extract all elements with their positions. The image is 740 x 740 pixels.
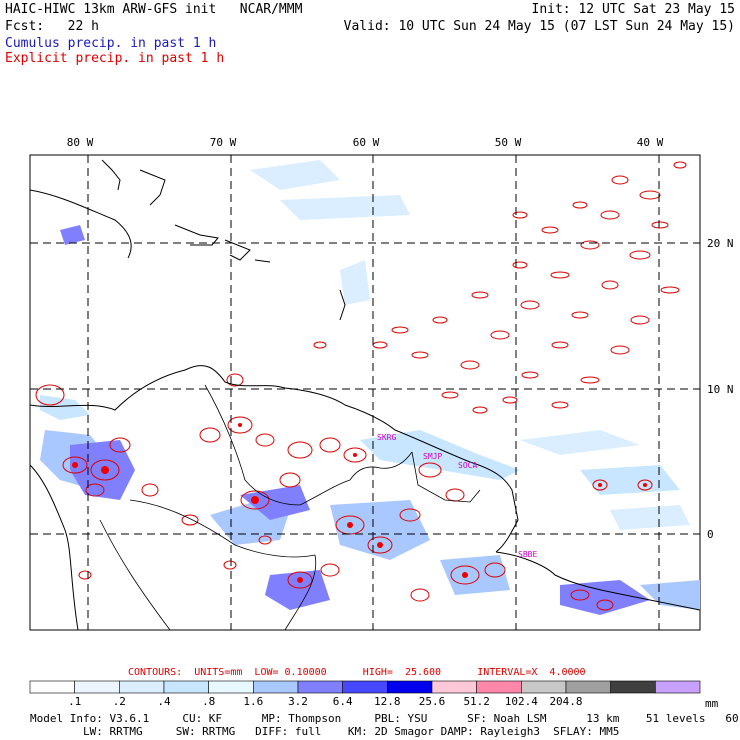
colorbar-swatch bbox=[208, 680, 254, 694]
station-label-smjp: SMJP bbox=[423, 452, 442, 461]
map-frame bbox=[29, 154, 701, 631]
model-info-line1: Model Info: V3.6.1 CU: KF MP: Thompson P… bbox=[30, 712, 740, 725]
lon-label-70w: 70 W bbox=[210, 136, 237, 149]
colorbar-label: 12.8 bbox=[374, 695, 401, 708]
heavy-precip-cores bbox=[72, 423, 647, 583]
product-title: HAIC-HIWC 13km ARW-GFS init NCAR/MMM bbox=[5, 2, 303, 17]
colorbar-label: 25.6 bbox=[418, 695, 446, 708]
colorbar-swatch bbox=[253, 680, 299, 694]
colorbar-label: .2 bbox=[112, 695, 126, 708]
colorbar-label: 3.2 bbox=[288, 695, 308, 708]
colorbar-swatch bbox=[610, 680, 656, 694]
colorbar-swatch bbox=[521, 680, 567, 694]
station-label-sbbe: SBBE bbox=[518, 550, 537, 559]
contours-info: CONTOURS: UNITS=mm LOW= 0.10000 HIGH= 25… bbox=[128, 667, 586, 678]
colorbar-swatch bbox=[565, 680, 611, 694]
borders bbox=[99, 384, 481, 631]
colorbar bbox=[29, 680, 701, 694]
init-time: Init: 12 UTC Sat 23 May 15 bbox=[531, 2, 736, 17]
colorbar-swatch bbox=[342, 680, 388, 694]
colorbar-swatch bbox=[29, 680, 75, 694]
lon-label-80w: 80 W bbox=[67, 136, 94, 149]
colorbar-label: 1.6 bbox=[243, 695, 264, 708]
model-info-line2: LW: RRTMG SW: RRTMG DIFF: full KM: 2D Sm… bbox=[30, 725, 620, 738]
lon-label-60w: 60 W bbox=[353, 136, 380, 149]
cumulus-precip-areas bbox=[40, 160, 700, 615]
station-label-soca: SOCA bbox=[458, 461, 477, 470]
colorbar-label: .1 bbox=[68, 695, 82, 708]
colorbar-swatch bbox=[476, 680, 522, 694]
legend-cumulus: Cumulus precip. in past 1 h bbox=[5, 36, 217, 51]
coastlines bbox=[29, 159, 701, 631]
colorbar-label: .8 bbox=[202, 695, 216, 708]
valid-time: Valid: 10 UTC Sun 24 May 15 (07 LST Sun … bbox=[343, 19, 735, 34]
colorbar-label: 6.4 bbox=[332, 695, 353, 708]
colorbar-label: 102.4 bbox=[504, 695, 538, 708]
colorbar-swatch bbox=[297, 680, 343, 694]
legend-explicit: Explicit precip. in past 1 h bbox=[5, 51, 225, 66]
colorbar-swatch bbox=[74, 680, 120, 694]
colorbar-swatch bbox=[387, 680, 433, 694]
explicit-precip-contours bbox=[35, 161, 687, 611]
colorbar-swatch bbox=[431, 680, 477, 694]
colorbar-swatch bbox=[655, 680, 701, 694]
station-label-skrg: SKRG bbox=[377, 433, 396, 442]
lat-label-10n: 10 N bbox=[707, 383, 734, 396]
lon-label-50w: 50 W bbox=[495, 136, 522, 149]
forecast-hour: Fcst: 22 h bbox=[5, 19, 99, 34]
colorbar-unit: mm bbox=[705, 697, 719, 710]
colorbar-swatch bbox=[119, 680, 165, 694]
colorbar-label: 51.2 bbox=[463, 695, 490, 708]
lat-label-0: 0 bbox=[707, 528, 714, 541]
colorbar-label: 204.8 bbox=[549, 695, 583, 708]
colorbar-swatch bbox=[163, 680, 209, 694]
lon-label-40w: 40 W bbox=[637, 136, 664, 149]
colorbar-label: .4 bbox=[157, 695, 171, 708]
graticule bbox=[30, 155, 700, 630]
lat-label-20n: 20 N bbox=[707, 237, 734, 250]
